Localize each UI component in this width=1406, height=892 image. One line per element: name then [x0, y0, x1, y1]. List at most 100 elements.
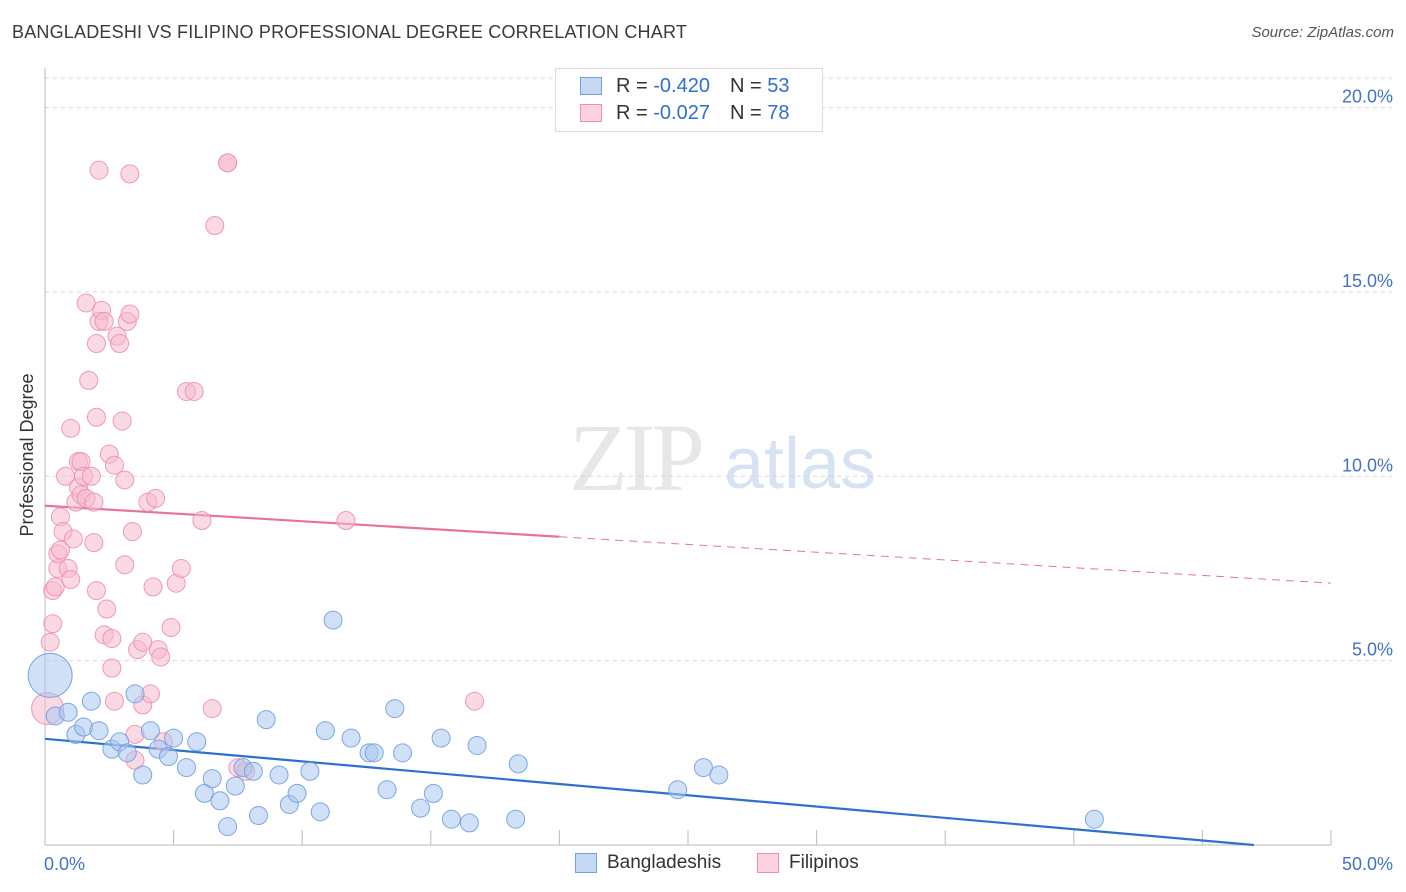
bangladeshis-point	[210, 791, 230, 811]
zipatlas-watermark: ZIP atlas	[569, 404, 876, 511]
bangladeshis-point	[411, 798, 431, 818]
filipinos-point	[151, 647, 171, 667]
legend-r-value: -0.420	[653, 74, 710, 97]
filipinos-point	[110, 334, 130, 353]
bangladeshis-point	[385, 699, 405, 719]
bangladeshis-point	[459, 813, 479, 833]
filipinos-point	[102, 629, 122, 648]
filipinos-point	[192, 511, 212, 530]
filipinos-point	[120, 304, 140, 324]
bangladeshis-point	[256, 710, 276, 730]
filipinos-point	[63, 529, 83, 549]
bangladeshis-points	[27, 610, 1104, 837]
legend-n-value: 78	[767, 101, 790, 124]
bangladeshis-point	[393, 743, 413, 763]
filipinos-point	[94, 311, 114, 331]
bangladeshis-point	[693, 758, 713, 778]
bangladeshis-trend-solid	[44, 737, 1254, 847]
filipinos-point	[218, 153, 238, 173]
bangladeshis-point	[668, 780, 688, 800]
bangladeshis-point	[709, 765, 729, 785]
filipinos-point	[161, 617, 181, 637]
filipinos-point	[465, 691, 485, 711]
bangladeshis-point	[133, 765, 153, 785]
bangladeshis-point	[508, 754, 528, 774]
y-tick-label: 5.0%	[1352, 640, 1393, 660]
filipinos-point	[122, 522, 142, 542]
tick-labels: 5.0% 10.0% 15.0% 20.0% 0.0% 50.0%	[44, 87, 1393, 875]
x-tick-label: 50.0%	[1342, 854, 1393, 874]
filipinos-point	[79, 370, 99, 390]
bangladeshis-point	[310, 802, 330, 822]
series-legend: Bangladeshis Filipinos	[0, 852, 1406, 878]
filipinos-points	[31, 153, 485, 781]
legend-swatch-blue	[575, 853, 597, 873]
filipinos-point	[115, 555, 135, 575]
bangladeshis-point	[164, 728, 184, 748]
filipinos-point	[202, 699, 222, 719]
filipinos-point	[61, 570, 81, 589]
filipinos-point	[104, 455, 124, 475]
legend-item-filipinos: Filipinos	[757, 852, 859, 874]
legend-swatch-pink	[580, 104, 602, 122]
bangladeshis-point	[377, 780, 397, 800]
filipinos-point	[89, 160, 109, 180]
bangladeshis-point	[125, 684, 145, 704]
filipinos-point	[84, 492, 104, 512]
filipinos-point	[112, 411, 132, 431]
filipinos-point	[43, 614, 63, 634]
filipinos-point	[104, 691, 124, 711]
watermark-zip: ZIP	[569, 404, 702, 511]
legend-row-filipinos: R = -0.027 N = 78	[580, 100, 789, 126]
bangladeshis-point	[364, 743, 384, 763]
legend-swatch-pink	[757, 853, 779, 873]
watermark-atlas: atlas	[724, 424, 876, 504]
trend-lines	[44, 504, 1332, 847]
y-tick-label: 15.0%	[1342, 271, 1393, 291]
bangladeshis-point	[225, 776, 245, 796]
bangladeshis-point	[187, 732, 207, 752]
legend-label-bangladeshis: Bangladeshis	[607, 852, 722, 873]
bangladeshis-point	[323, 610, 343, 630]
bangladeshis-point	[89, 721, 109, 741]
filipinos-point	[40, 632, 60, 652]
bangladeshis-point	[248, 806, 268, 825]
filipinos-trend-solid	[44, 504, 560, 538]
filipinos-point	[336, 511, 356, 530]
chart-title: BANGLADESHI VS FILIPINO PROFESSIONAL DEG…	[12, 22, 688, 42]
y-axis-label: Professional Degree	[17, 373, 37, 536]
filipinos-point	[50, 540, 70, 560]
filipinos-trend-dashed	[559, 536, 1332, 584]
filipinos-point	[45, 577, 65, 597]
bangladeshis-point	[315, 721, 335, 741]
bangladeshis-point	[27, 652, 73, 698]
legend-n-value: 53	[767, 74, 790, 97]
bangladeshis-point	[431, 728, 451, 748]
filipinos-point	[184, 381, 204, 401]
legend-r-label: R =	[616, 101, 648, 124]
legend-n-label: N =	[729, 101, 762, 124]
filipinos-point	[120, 164, 140, 184]
bangladeshis-point	[81, 691, 101, 711]
bangladeshis-point	[117, 743, 137, 763]
bangladeshis-point	[287, 783, 307, 803]
bangladeshis-point	[202, 769, 222, 789]
filipinos-point	[143, 577, 163, 597]
filipinos-point	[86, 581, 106, 601]
legend-n-label: N =	[729, 74, 762, 97]
bangladeshis-point	[341, 728, 361, 748]
bangladeshis-point	[58, 702, 78, 722]
filipinos-point	[86, 407, 106, 427]
bangladeshis-point	[506, 809, 526, 829]
bangladeshis-point	[194, 783, 214, 803]
bangladeshis-point	[176, 758, 196, 778]
bangladeshis-point	[158, 747, 178, 766]
stats-legend: R = -0.420 N = 53 R = -0.027 N = 78	[555, 68, 823, 132]
legend-item-bangladeshis: Bangladeshis	[575, 852, 721, 874]
filipinos-point	[81, 466, 101, 486]
bangladeshis-point	[1084, 809, 1104, 829]
bangladeshis-point	[423, 783, 443, 803]
filipinos-point	[146, 488, 166, 508]
filipinos-point	[76, 293, 96, 313]
filipinos-point	[205, 216, 225, 235]
